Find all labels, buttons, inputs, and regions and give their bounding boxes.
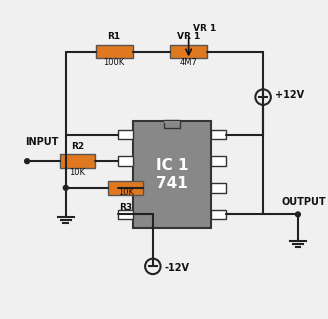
FancyBboxPatch shape [118,130,133,139]
Text: R3: R3 [119,203,132,212]
Text: -12V: -12V [164,263,190,273]
FancyBboxPatch shape [211,156,226,166]
FancyBboxPatch shape [164,121,180,123]
FancyBboxPatch shape [211,130,226,139]
FancyBboxPatch shape [118,156,133,166]
Text: VR 1: VR 1 [177,32,200,41]
FancyBboxPatch shape [211,210,226,219]
Text: R2: R2 [71,142,84,151]
FancyBboxPatch shape [170,45,207,58]
Text: OUTPUT: OUTPUT [281,197,326,207]
FancyBboxPatch shape [118,210,133,219]
Text: IC 1
741: IC 1 741 [156,158,189,191]
Circle shape [296,212,300,217]
FancyBboxPatch shape [118,183,133,193]
Circle shape [25,159,30,164]
FancyBboxPatch shape [108,181,143,195]
Text: 10K: 10K [118,189,134,197]
Text: R1: R1 [108,32,121,41]
FancyBboxPatch shape [133,121,211,228]
Text: 10K: 10K [70,168,85,177]
FancyBboxPatch shape [96,45,133,58]
Text: +12V: +12V [275,90,304,100]
FancyBboxPatch shape [164,120,180,128]
Text: INPUT: INPUT [25,137,58,147]
Circle shape [63,185,68,190]
FancyBboxPatch shape [211,183,226,193]
FancyBboxPatch shape [60,154,95,168]
Text: 100K: 100K [104,58,125,67]
Text: 4M7: 4M7 [180,58,197,67]
Text: VR 1: VR 1 [194,24,217,33]
